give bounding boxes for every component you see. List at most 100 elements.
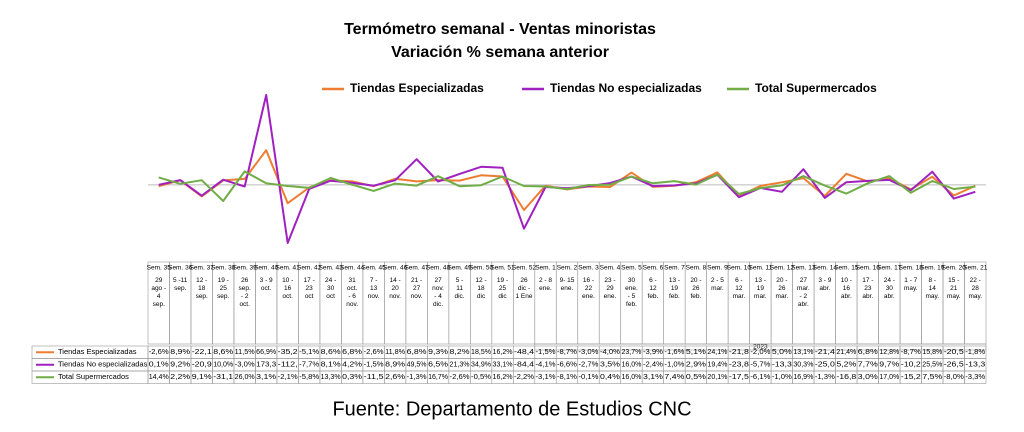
value-label: 16,0%: [621, 362, 641, 369]
week-label: Sem. 8: [686, 265, 707, 272]
value-label: 0,5%: [686, 374, 706, 381]
value-label: 19,4%: [707, 362, 727, 369]
date-label: 10 -16 oct.: [282, 277, 293, 300]
date-label: 15 -21 may.: [947, 277, 961, 300]
value-label: -5,1%: [299, 349, 319, 356]
date-label: 27 mar. - 2 abr.: [797, 277, 810, 308]
series-line: [158, 170, 976, 202]
value-label: -84,4: [514, 362, 534, 369]
week-label: Sem. 11: [749, 265, 773, 272]
date-label: 16 -22 ene.: [582, 277, 595, 300]
week-label: Sem. 3: [578, 265, 599, 272]
value-label: 17,0%: [879, 374, 899, 381]
legend-label: Tiendas Especializadas: [350, 81, 484, 95]
week-label: Sem. 1: [535, 265, 556, 272]
value-label: 16,9%: [793, 374, 813, 381]
value-label: -16,8: [836, 374, 856, 381]
value-label: 6,8%: [342, 349, 362, 356]
week-label: Sem. 46: [383, 265, 408, 272]
value-label: -5,8%: [299, 374, 319, 381]
date-label: 13 -19 mar.: [754, 277, 767, 300]
value-label: -6,6%: [557, 362, 577, 369]
week-label: Sem. 17: [877, 265, 902, 272]
value-label: 0,1%: [149, 362, 169, 369]
value-label: 10,0%: [213, 362, 233, 369]
value-label: 15,8%: [922, 349, 942, 356]
value-label: 6,8%: [858, 349, 878, 356]
week-label: Sem. 21: [963, 265, 988, 272]
source: Fuente: Departamento de Estudios CNC: [332, 398, 691, 420]
week-label: Sem. 10: [727, 265, 752, 272]
value-label: 9,7%: [879, 362, 899, 369]
value-label: 13,3%: [321, 374, 341, 381]
value-label: 8,6%: [321, 349, 341, 356]
date-label: 20 -26 feb.: [690, 277, 701, 300]
value-label: -10,2: [901, 362, 921, 369]
value-label: 7,4%: [664, 374, 684, 381]
value-label: 4,2%: [342, 362, 362, 369]
date-label: 23 -29 ene.: [604, 277, 617, 300]
value-label: -2,0%: [750, 349, 770, 356]
date-label: 26 sep. - 2 oct.: [239, 277, 251, 308]
value-label: -4,0%: [600, 349, 620, 356]
value-label: -1,6%: [664, 349, 684, 356]
value-label: 8,1%: [321, 362, 341, 369]
value-label: 18,5%: [471, 349, 491, 356]
date-label: 6 -12 feb.: [648, 277, 659, 300]
date-label: 26 dic -1 Ene: [516, 277, 533, 300]
week-label: Sem. 44: [340, 265, 365, 272]
value-label: -13,3: [965, 362, 985, 369]
value-label: -4,1%: [536, 362, 556, 369]
date-label: 27 nov. - 4 dic.: [432, 277, 444, 308]
week-label: Sem. 52: [512, 265, 537, 272]
week-label: Sem. 2: [557, 265, 578, 272]
value-label: -3,1%: [536, 374, 556, 381]
value-label: -8,1%: [557, 374, 577, 381]
value-label: 8,6%: [213, 349, 233, 356]
value-label: 26,0%: [235, 374, 255, 381]
value-label: -5,7%: [750, 362, 770, 369]
value-label: -25,0: [815, 362, 835, 369]
value-label: 8,9%: [170, 349, 190, 356]
value-label: 16,2%: [493, 349, 513, 356]
week-label: Sem. 41: [276, 265, 301, 272]
value-label: 11,8%: [385, 349, 405, 356]
value-label: -13,3: [772, 362, 792, 369]
value-label: 24,1%: [707, 349, 727, 356]
value-label: -1,5%: [536, 349, 556, 356]
date-label: 19 -25 dic: [497, 277, 508, 300]
date-label: 21 -27 nov.: [411, 277, 423, 300]
date-label: 31 oct. - 6 nov.: [346, 277, 358, 308]
week-label: Sem. 43: [319, 265, 344, 272]
value-label: -8,7%: [557, 349, 577, 356]
legend-label: Tiendas No especializadas: [550, 81, 702, 95]
value-label: -20,9: [192, 362, 212, 369]
date-label: 12 -18 sep.: [196, 277, 208, 300]
value-label: 3,1%: [643, 374, 663, 381]
value-label: -15,2: [901, 374, 921, 381]
date-label: 9- 15 ene.: [560, 277, 575, 292]
week-label: Sem. 7: [664, 265, 685, 272]
week-label: Sem. 36: [168, 265, 193, 272]
value-label: -112,: [278, 362, 298, 369]
value-label: -21,8: [729, 349, 749, 356]
value-label: 5,1%: [686, 349, 706, 356]
week-label: Sem. 40: [254, 265, 279, 272]
value-label: 7,5%: [922, 374, 942, 381]
value-label: 16,0%: [621, 374, 641, 381]
date-label: 14 -20 nov.: [389, 277, 401, 300]
value-label: 11,5%: [235, 349, 255, 356]
value-label: 0,4%: [600, 374, 620, 381]
legend-label: Total Supermercados: [755, 81, 877, 95]
value-label: 25,5%: [922, 362, 942, 369]
date-label: 24 -30 oct: [325, 277, 336, 300]
value-label: 8,2%: [450, 349, 470, 356]
value-label: 9,1%: [192, 374, 212, 381]
value-label: -3,3%: [965, 374, 985, 381]
date-label: 2 - 8 ene.: [539, 277, 552, 292]
date-label: 20 -26 mar.: [776, 277, 789, 300]
week-label: Sem. 20: [942, 265, 967, 272]
week-label: Sem. 9: [707, 265, 728, 272]
